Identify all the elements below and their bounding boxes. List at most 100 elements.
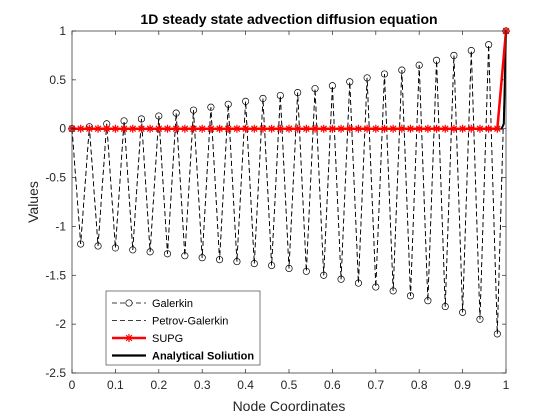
y-tick-label: -2.5: [45, 366, 66, 380]
data-point-galerkin: [242, 97, 250, 105]
legend-item-supg: SUPG: [112, 333, 183, 345]
data-point-galerkin: [111, 244, 119, 252]
data-point-supg: [206, 124, 215, 133]
data-point-galerkin: [129, 246, 137, 254]
data-point-galerkin: [389, 287, 397, 295]
data-point-supg: [215, 124, 224, 133]
data-point-galerkin: [94, 242, 102, 250]
data-point-galerkin: [155, 112, 163, 120]
data-point-galerkin: [198, 254, 206, 262]
data-point-supg: [276, 124, 285, 133]
data-point-supg: [120, 124, 129, 133]
legend-label: SUPG: [152, 333, 183, 345]
data-point-galerkin: [294, 89, 302, 97]
data-point-supg: [493, 124, 502, 133]
data-point-galerkin: [424, 297, 432, 305]
data-point-supg: [189, 124, 198, 133]
data-point-supg: [102, 124, 111, 133]
y-tick-label: 0: [59, 122, 66, 136]
data-point-galerkin: [363, 74, 371, 82]
y-tick-label: -1.5: [45, 268, 66, 282]
legend-label: Analytical Soliution: [152, 351, 254, 363]
x-tick-label: 0: [69, 378, 76, 392]
data-point-supg: [111, 124, 120, 133]
data-point-supg: [85, 124, 94, 133]
data-point-galerkin: [476, 315, 484, 323]
data-point-supg: [154, 124, 163, 133]
data-point-galerkin: [77, 240, 85, 248]
data-point-supg: [354, 124, 363, 133]
data-point-supg: [380, 124, 389, 133]
x-tick-label: 0.8: [411, 378, 428, 392]
data-point-supg: [423, 124, 432, 133]
data-point-supg: [363, 124, 372, 133]
data-point-galerkin: [433, 56, 441, 64]
legend-marker: [125, 334, 133, 342]
data-point-galerkin: [172, 109, 180, 117]
data-point-galerkin: [415, 61, 423, 69]
data-point-galerkin: [346, 78, 354, 86]
data-point-galerkin: [450, 51, 458, 59]
data-point-supg: [224, 124, 233, 133]
legend-label: Petrov-Galerkin: [152, 316, 228, 328]
data-point-galerkin: [493, 330, 501, 338]
data-point-supg: [345, 124, 354, 133]
chart-title: 1D steady state advection diffusion equa…: [140, 11, 437, 27]
data-point-galerkin: [337, 275, 345, 283]
x-tick-label: 0.2: [150, 378, 167, 392]
data-point-supg: [163, 124, 172, 133]
data-point-supg: [293, 124, 302, 133]
series-layer: [68, 27, 510, 338]
data-point-supg: [232, 124, 241, 133]
data-point-supg: [328, 124, 337, 133]
x-tick-label: 0.1: [107, 378, 124, 392]
x-axis-label: Node Coordinates: [233, 398, 346, 414]
data-point-supg: [371, 124, 380, 133]
legend-item-petrov-galerkin: Petrov-Galerkin: [112, 316, 228, 328]
series-galerkin: [68, 27, 510, 338]
data-point-galerkin: [285, 264, 293, 272]
data-point-galerkin: [207, 103, 215, 111]
x-tick-label: 0.7: [367, 378, 384, 392]
data-point-supg: [406, 124, 415, 133]
y-tick-label: 1: [59, 24, 66, 38]
legend-item-galerkin: Galerkin: [112, 298, 193, 310]
data-point-galerkin: [354, 279, 362, 287]
data-point-galerkin: [259, 94, 267, 102]
data-point-galerkin: [233, 258, 241, 266]
data-point-galerkin: [189, 106, 198, 114]
data-point-supg: [267, 124, 276, 133]
data-point-galerkin: [146, 248, 154, 256]
legend: Galerkin Petrov-Galerkin SUPG Analytical So…: [105, 290, 261, 366]
data-point-supg: [484, 124, 493, 133]
data-point-supg: [337, 124, 346, 133]
data-point-galerkin: [276, 91, 284, 100]
data-point-supg: [415, 124, 424, 133]
x-tick-label: 0.6: [324, 378, 341, 392]
data-point-galerkin: [485, 41, 493, 49]
x-tick-label: 0.3: [194, 378, 211, 392]
x-tick-label: 0.4: [237, 378, 254, 392]
data-point-supg: [319, 124, 328, 133]
data-point-galerkin: [380, 70, 389, 78]
data-point-supg: [137, 124, 146, 133]
data-point-galerkin: [398, 66, 406, 74]
data-point-galerkin: [372, 283, 380, 291]
data-point-galerkin: [328, 82, 336, 90]
data-point-galerkin: [216, 256, 224, 264]
data-point-galerkin: [268, 261, 276, 270]
data-point-galerkin: [250, 260, 258, 268]
legend-item-analytical-soliution: Analytical Soliution: [112, 351, 254, 363]
data-point-galerkin: [467, 46, 475, 55]
data-point-supg: [76, 124, 85, 133]
data-point-galerkin: [320, 271, 328, 279]
data-point-supg: [475, 124, 484, 133]
legend-label: Galerkin: [152, 298, 193, 310]
data-point-supg: [250, 124, 259, 133]
data-point-galerkin: [120, 117, 128, 125]
data-point-supg: [172, 124, 181, 133]
data-point-galerkin: [406, 292, 415, 300]
data-point-supg: [397, 124, 406, 133]
